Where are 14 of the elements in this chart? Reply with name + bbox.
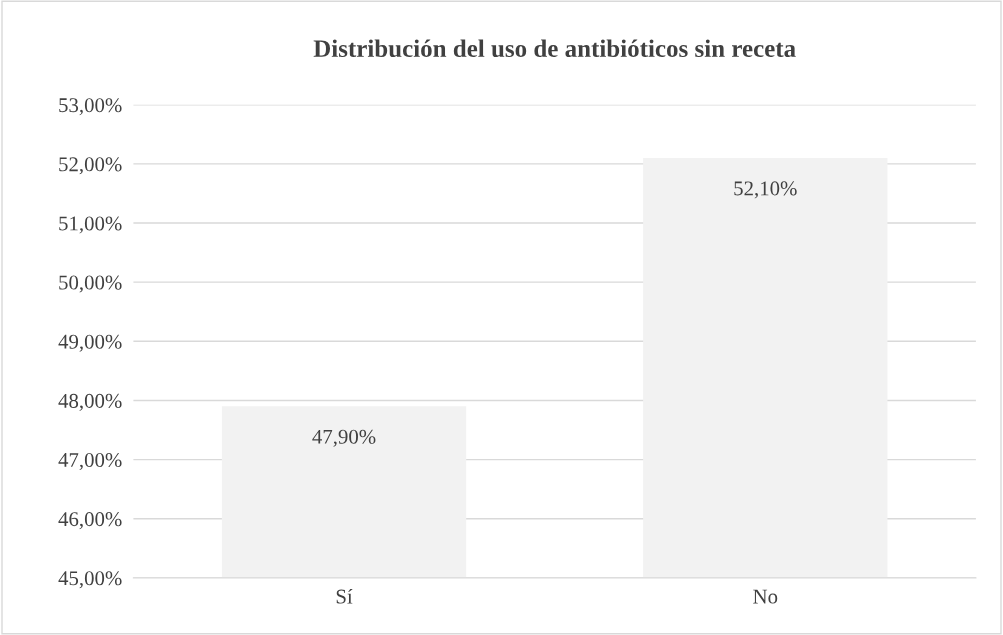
x-tick-label: Sí — [336, 588, 353, 604]
y-tick-label: 46,00% — [58, 512, 122, 530]
x-tick-label: No — [753, 589, 778, 604]
y-tick-label: 51,00% — [59, 216, 122, 234]
y-tick-label: 48,00% — [58, 393, 122, 411]
chart-title: Distribución del uso de antibióticos sin receta — [313, 39, 796, 58]
y-tick-label: 53,00% — [59, 98, 122, 116]
data-label: 47,90% — [312, 429, 376, 447]
y-tick-label: 45,00% — [58, 571, 122, 589]
y-tick-label: 50,00% — [59, 275, 122, 293]
y-tick-label: 52,00% — [59, 157, 122, 175]
y-tick-label: 47,00% — [58, 452, 122, 471]
y-tick-label: 49,00% — [58, 334, 122, 352]
data-label: 52,10% — [734, 181, 797, 199]
